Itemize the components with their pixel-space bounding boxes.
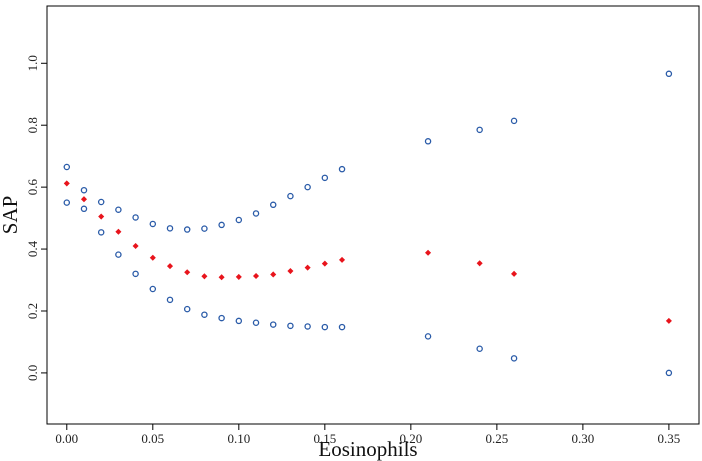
estimate-point [665,317,672,324]
upper-bound-point [115,206,122,213]
estimate-point [149,254,156,261]
y-tick-label: 0.0 [25,365,40,381]
x-tick-label: 0.25 [485,431,508,446]
estimate-point [511,270,518,277]
estimate-point [252,272,260,280]
upper-bound-point [665,70,673,78]
upper-bound-point [269,201,277,209]
y-tick-label: 0.6 [25,179,40,196]
estimate-point [184,269,191,276]
estimate-point [63,180,70,187]
lower-bound-point [287,322,294,330]
estimate-point [235,273,242,280]
y-tick-label: 0.8 [25,117,40,133]
data-points [63,70,673,377]
lower-bound-point [252,319,260,327]
upper-bound-point [201,225,208,232]
estimate-point [166,263,174,270]
lower-bound-point [304,323,311,330]
estimate-point [321,260,328,267]
x-tick-label: 0.00 [55,431,78,446]
x-tick-label: 0.30 [572,431,595,446]
lower-bound-point [63,199,71,206]
x-tick-label: 0.20 [399,431,422,446]
estimate-point [115,228,122,235]
upper-bound-point [132,214,139,221]
y-tick-label: 1.0 [25,55,40,71]
lower-bound-point [80,205,88,213]
y-axis: 0.0 0.2 0.4 0.6 0.8 1.0 [25,55,47,381]
estimate-point [287,268,294,275]
estimate-point [201,273,208,280]
x-tick-label: 0.05 [141,431,164,446]
upper-bound-point [183,226,191,233]
lower-bound-point [149,285,157,293]
upper-bound-point [97,198,105,206]
upper-bound-point [510,117,518,125]
upper-bound-point [424,138,432,145]
x-tick-label: 0.35 [658,431,681,446]
plot-frame [46,5,700,425]
lower-bound-point [321,323,329,331]
upper-bound-point [476,126,483,134]
lower-bound-point [166,296,174,304]
estimate-point [425,249,432,256]
estimate-point [132,242,139,249]
estimate-point [270,271,277,278]
estimate-point [304,264,311,271]
lower-bound-point [235,317,243,325]
lower-bound-point [269,321,277,328]
lower-bound-point [510,355,518,362]
upper-bound-point [218,221,225,229]
upper-bound-point [149,220,157,228]
upper-bound-point [63,163,71,171]
y-tick-label: 0.4 [25,240,40,257]
upper-bound-point [338,165,346,173]
lower-bound-point [665,369,673,377]
lower-bound-point [338,323,346,331]
lower-bound-point [115,251,122,258]
estimate-point [98,213,105,220]
lower-bound-point [476,345,483,353]
y-tick-label: 0.2 [25,303,40,319]
estimate-point [339,256,346,263]
estimate-point [218,274,225,281]
lower-bound-point [218,314,225,322]
x-axis-title: Eosinophils [318,437,417,461]
x-tick-label: 0.10 [227,431,250,446]
upper-bound-point [321,174,329,182]
upper-bound-point [166,225,174,232]
y-axis-title: SAP [0,196,22,235]
lower-bound-point [132,270,139,278]
estimate-point [476,260,483,267]
upper-bound-point [235,216,243,224]
upper-bound-point [252,210,260,217]
lower-bound-point [424,333,432,340]
x-tick-label: 0.15 [313,431,336,446]
lower-bound-point [183,305,191,313]
lower-bound-point [97,229,105,236]
estimate-point [80,196,88,203]
x-axis: 0.00 0.05 0.10 0.15 0.20 0.25 0.30 0.35 [55,424,680,446]
upper-bound-point [304,183,311,191]
upper-bound-point [287,192,294,200]
upper-bound-point [80,186,88,194]
lower-bound-point [201,311,208,318]
